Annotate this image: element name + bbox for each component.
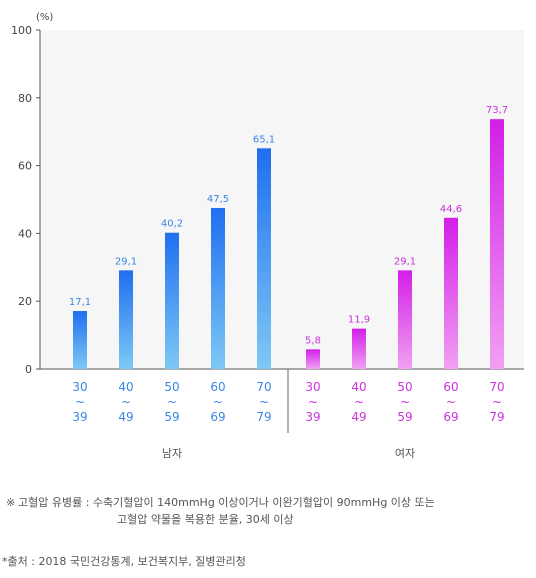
bar-female-60 [444,217,458,369]
note-line-1: 고혈압 유병률 : 수축기혈압이 140mmHg 이상이거나 이완기혈압이 90… [18,496,435,509]
x-tick-label-top: 70 [489,380,504,394]
x-tick-label-top: 30 [305,380,320,394]
data-label: 29,1 [394,256,416,267]
y-tick-label: 0 [25,363,32,376]
x-tick-label-bottom: 69 [443,410,458,424]
x-tick-label-sep: ~ [121,395,131,409]
x-tick-label-bottom: 59 [164,410,179,424]
bar-female-70 [490,119,504,369]
bar-female-30 [306,349,320,369]
y-tick-label: 80 [18,92,32,105]
data-label: 73,7 [486,105,508,116]
x-tick-label-sep: ~ [308,395,318,409]
x-tick-label-sep: ~ [259,395,269,409]
bar-female-50 [398,270,412,369]
x-tick-label-bottom: 39 [305,410,320,424]
x-tick-label-top: 60 [443,380,458,394]
y-unit-label: (%) [36,12,53,23]
note-line-2: 고혈압 약물을 복용한 분율, 30세 이상 [117,513,294,526]
y-tick-label: 40 [18,227,32,240]
bar-male-40 [119,270,133,369]
note-mark: ※ [6,496,16,509]
x-tick-label-top: 30 [72,380,87,394]
x-tick-label-bottom: 59 [397,410,412,424]
source-credit: *출처 : 2018 국민건강통계, 보건복지부, 질병관리청 [2,555,246,568]
bar-male-50 [165,232,179,369]
data-label: 29,1 [115,256,137,267]
bar-male-30 [73,311,87,369]
x-tick-label-top: 60 [210,380,225,394]
bar-male-60 [211,207,225,369]
x-tick-label-top: 40 [118,380,133,394]
bar-female-40 [352,328,366,369]
data-label: 47,5 [207,194,229,205]
data-label: 44,6 [440,204,462,215]
x-tick-label-bottom: 79 [489,410,504,424]
x-tick-label-bottom: 39 [72,410,87,424]
data-label: 17,1 [69,297,91,308]
x-tick-label-sep: ~ [213,395,223,409]
y-tick-label: 100 [11,24,32,37]
x-tick-label-sep: ~ [354,395,364,409]
group-label-male: 남자 [162,447,182,460]
x-tick-label-top: 50 [397,380,412,394]
x-tick-label-bottom: 49 [351,410,366,424]
x-tick-label-bottom: 69 [210,410,225,424]
x-tick-label-sep: ~ [75,395,85,409]
x-tick-label-sep: ~ [400,395,410,409]
x-tick-label-bottom: 49 [118,410,133,424]
data-label: 40,2 [161,219,183,230]
y-tick-label: 60 [18,160,32,173]
x-tick-label-bottom: 79 [256,410,271,424]
y-tick-label: 20 [18,295,32,308]
data-label: 11,9 [348,315,370,326]
group-label-female: 여자 [395,447,415,460]
bar-male-70 [257,148,271,369]
x-tick-label-top: 40 [351,380,366,394]
x-tick-label-sep: ~ [167,395,177,409]
x-tick-label-top: 70 [256,380,271,394]
data-label: 65,1 [253,134,275,145]
data-label: 5,8 [305,335,321,346]
x-tick-label-sep: ~ [446,395,456,409]
x-tick-label-top: 50 [164,380,179,394]
x-tick-label-sep: ~ [492,395,502,409]
